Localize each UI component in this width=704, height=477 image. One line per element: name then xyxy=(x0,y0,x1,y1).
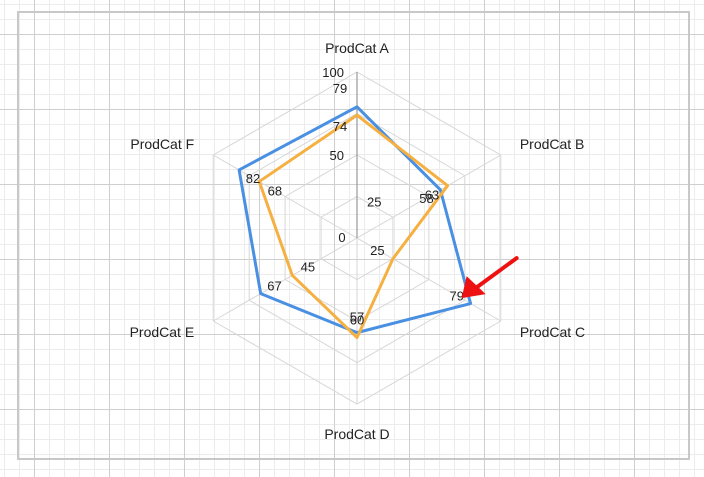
category-label: ProdCat F xyxy=(130,136,194,152)
data-label: 79 xyxy=(333,81,347,96)
data-label: 58 xyxy=(419,191,433,206)
radial-tick-label: 0 xyxy=(338,230,345,245)
data-label: 25 xyxy=(370,243,384,258)
category-label: ProdCat E xyxy=(130,324,195,340)
annotation-arrow-head xyxy=(461,276,486,299)
grid-spoke xyxy=(212,154,358,239)
radial-tick-label: 100 xyxy=(322,65,344,80)
radar-grid xyxy=(212,71,502,405)
radar-labels: 0 25 50 100 ProdCat A ProdCat B ProdCat C ProdC… xyxy=(130,40,586,442)
grid-spoke xyxy=(212,237,358,322)
radial-tick-label: 50 xyxy=(330,148,344,163)
data-label: 68 xyxy=(268,184,282,199)
radial-tick-label: 25 xyxy=(367,195,381,210)
category-label: ProdCat D xyxy=(324,426,389,442)
grid-spoke xyxy=(356,154,502,239)
series-line xyxy=(237,105,473,335)
data-label: 60 xyxy=(350,313,364,328)
annotation xyxy=(461,256,519,299)
data-label: 57 xyxy=(350,310,364,325)
series-line xyxy=(257,113,450,340)
data-label: 45 xyxy=(301,259,315,274)
data-label: 82 xyxy=(246,171,260,186)
data-label: 74 xyxy=(333,119,347,134)
chart-frame xyxy=(17,11,690,460)
data-label: 79 xyxy=(449,289,463,304)
data-label: 67 xyxy=(267,279,281,294)
category-label: ProdCat B xyxy=(520,136,585,152)
annotation-arrow-shaft xyxy=(473,256,519,291)
data-label: 63 xyxy=(425,188,439,203)
radar-series xyxy=(237,105,473,340)
grid-spoke xyxy=(356,237,502,322)
category-label: ProdCat C xyxy=(520,324,585,340)
category-label: ProdCat A xyxy=(325,40,389,56)
